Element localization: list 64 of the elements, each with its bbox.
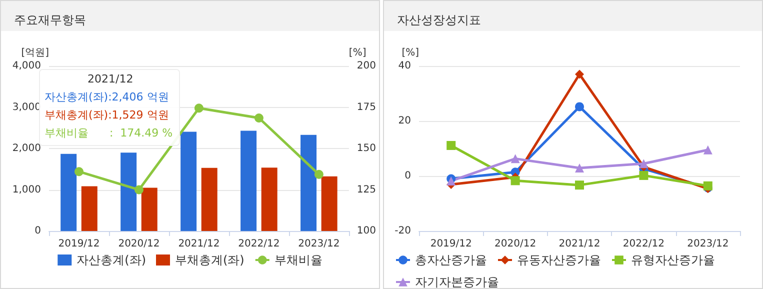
x-tick-label: 2019/12: [58, 238, 100, 250]
x-tick-label: 2019/12: [430, 238, 472, 250]
y-tick-label: 20: [398, 116, 411, 126]
x-tick-label: 2022/12: [622, 238, 664, 250]
point: [194, 104, 204, 113]
bar: [240, 130, 257, 231]
legend-label: 유동자산증가율: [517, 253, 601, 267]
bar: [201, 168, 218, 231]
point: [575, 164, 584, 173]
y-axis-title: [%]: [402, 48, 420, 58]
y-tick-label: 0: [34, 226, 41, 236]
bar: [120, 152, 137, 231]
y2-tick-label: 100: [356, 226, 376, 236]
y-tick-label: -20: [394, 226, 411, 236]
point: [703, 145, 712, 154]
point: [510, 154, 520, 164]
y-tick-label: 0: [404, 170, 411, 182]
point: [314, 170, 324, 179]
point: [639, 170, 648, 180]
bar: [261, 168, 278, 231]
bar: [180, 132, 197, 231]
legend-label: 총자산증가율: [415, 253, 487, 267]
bar: [141, 188, 158, 231]
legend-label: 유형자산증가율: [631, 253, 715, 267]
annotation: 부채총계(좌):1,529 억원: [44, 108, 169, 122]
chart-title: 자산성장성지표: [397, 13, 481, 27]
point: [446, 140, 456, 150]
point: [575, 180, 584, 190]
y-tick-label: 1,000: [12, 184, 41, 196]
legend-label: 부채비율: [274, 253, 322, 267]
y2-tick-label: 200: [356, 60, 376, 72]
annotation: 2021/12: [88, 72, 134, 86]
x-tick-label: 2022/12: [238, 238, 280, 250]
bar: [60, 154, 77, 231]
annotation: 부채비율 : 174.49 %: [44, 126, 173, 140]
point: [134, 185, 144, 194]
point: [575, 70, 584, 79]
y2-tick-label: 150: [356, 143, 376, 154]
legend-label: 자산총계(좌): [76, 253, 146, 267]
y-axis-title: [억원]: [21, 48, 50, 58]
bar: [300, 134, 317, 231]
y-tick-label: 2,000: [12, 143, 41, 154]
point: [74, 167, 84, 176]
x-tick-label: 2020/12: [494, 238, 536, 250]
chart-title: 주요재무항목: [14, 13, 86, 27]
y-tick-label: 40: [398, 60, 411, 72]
x-tick-label: 2020/12: [118, 238, 160, 250]
annotation: 자산총계(좌):2,406 억원: [44, 90, 169, 104]
point: [254, 113, 264, 122]
legend-label: 자기자본증가율: [415, 275, 499, 289]
x-tick-label: 2023/12: [298, 238, 340, 250]
x-tick-label: 2021/12: [558, 238, 600, 250]
bar: [321, 176, 338, 231]
legend-label: 부채총계(좌): [175, 253, 244, 267]
x-tick-label: 2023/12: [687, 238, 729, 250]
y2-tick-label: 125: [356, 184, 376, 196]
point: [639, 159, 648, 168]
bar: [81, 186, 98, 231]
x-tick-label: 2021/12: [178, 238, 220, 250]
y2-axis-title: [%]: [348, 48, 366, 58]
point: [575, 102, 584, 112]
y-tick-label: 4,000: [12, 60, 41, 72]
point: [510, 176, 520, 186]
y2-tick-label: 175: [356, 102, 376, 113]
